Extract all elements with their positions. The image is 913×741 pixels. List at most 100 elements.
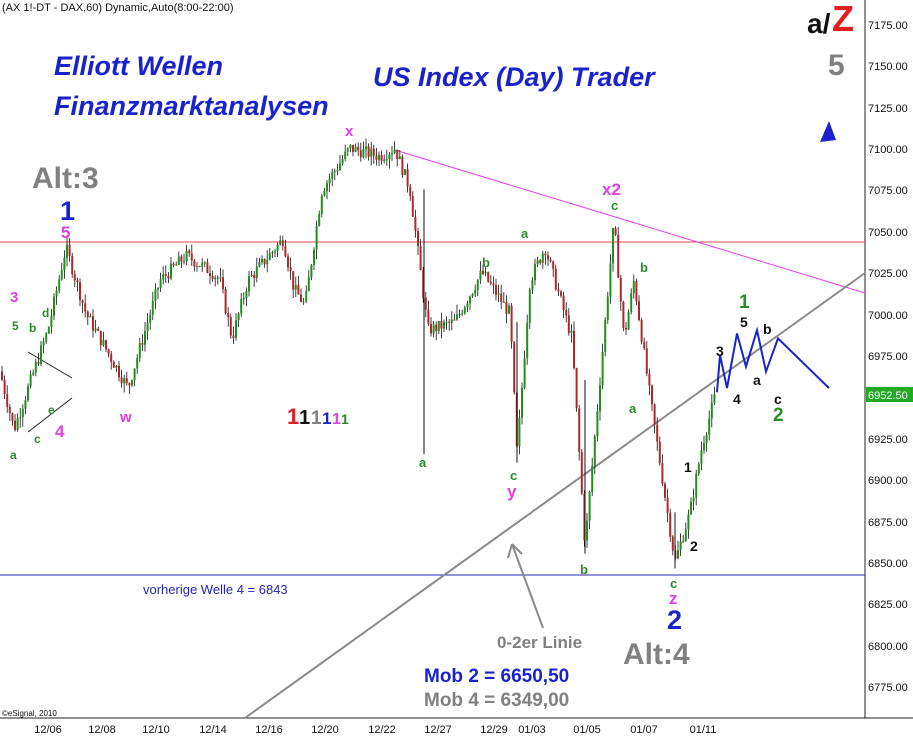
downtrend-line [394,149,866,294]
candle-body [310,265,313,278]
candle-body [547,255,549,260]
wave-3-magenta: 3 [10,289,18,306]
price-tag [866,387,913,402]
wave-2-blue: 2 [667,605,682,635]
candle-body [487,272,490,282]
candle-body [8,406,11,414]
wave-4-magenta: 4 [55,422,65,441]
candle-body [131,380,133,386]
candle-body [404,169,406,175]
candle-body [580,451,583,494]
line-02-label: 0-2er Linie [497,633,582,652]
candle-body [341,159,344,164]
candle-body [362,149,365,158]
x-tick-label: 12/08 [88,724,116,736]
wave-a-green-left: a [10,448,17,462]
copyright: ©eSignal, 2010 [2,709,57,718]
triangle-pattern [27,351,73,433]
candle-body [336,169,339,172]
candle-body [627,311,630,330]
candle-body [705,434,708,444]
candle-body [497,293,500,295]
candle-body [331,172,334,179]
candle-body [422,270,425,298]
candle-body [450,319,453,323]
candle-body [190,253,193,261]
candle-body [518,417,521,447]
candle-body [1,371,3,380]
y-tick-label: 6975.00 [868,351,908,363]
candle-body [144,330,146,345]
candle-body [167,275,170,279]
wave-c-green-bottom: c [670,576,677,591]
candle-body [37,362,40,364]
candle-body [396,149,399,160]
candle-body [326,183,328,192]
price-tag-label: 6952.50 [868,390,908,402]
y-tick-label: 7175.00 [868,20,908,32]
candle-body [313,249,315,266]
candle-body [508,305,510,314]
candle-body [583,493,586,541]
candle-body [424,297,427,310]
candle-body [193,260,196,267]
degree-one-red: 1 [287,404,299,429]
y-tick-label: 6825.00 [868,599,908,611]
candle-body [419,246,422,271]
candle-body [565,310,568,316]
candle-body [456,314,458,320]
candle-body [385,159,388,161]
y-tick-label: 7150.00 [868,61,908,73]
candle-body [560,291,562,296]
candle-body [484,272,487,274]
candle-body [107,349,110,354]
candle-body [346,148,349,152]
wave-5-grey: 5 [828,49,845,82]
candle-body [588,492,591,521]
candle-body [42,341,45,346]
y-tick-label: 6775.00 [868,682,908,694]
candle-body [617,234,620,278]
wave-a-green-right: a [629,401,637,416]
candle-body [666,497,669,513]
alt3-label: Alt:3 [32,162,99,195]
candle-body [125,378,128,384]
candle-body [214,277,217,280]
degree-one-grey: 1 [311,408,322,429]
candle-body [27,386,29,401]
candle-body [536,260,539,265]
candle-body [635,281,638,302]
candle-body [612,228,614,264]
wave-z-magenta: z [669,589,678,608]
wave-3-black: 3 [716,343,724,359]
candle-body [601,351,604,386]
candle-body [99,330,102,346]
candle-body [84,303,87,312]
wave-4-black: 4 [733,391,741,407]
candle-body [554,268,557,290]
candle-body [128,383,131,386]
candle-body [185,250,188,262]
x-tick-label: 12/29 [480,724,508,736]
wave-a-green-top: a [521,226,529,241]
candle-body [510,305,513,342]
candle-body [154,289,157,301]
candle-body [700,450,703,465]
projection-path [716,326,830,393]
candle-body [586,520,588,541]
candle-body [53,296,55,316]
candle-body [177,256,180,265]
wave-b-green-right: b [640,260,648,275]
candle-body [198,266,201,268]
prev-wave4-label: vorherige Welle 4 = 6843 [143,582,288,597]
candle-body [81,300,84,304]
degree-one-magenta: 1 [332,411,341,428]
candle-body [476,279,479,291]
candle-body [367,146,370,157]
candle-body [625,328,627,330]
candle-body [495,285,497,295]
wave-1-blue: 1 [60,196,75,226]
candle-body [274,251,276,253]
candle-body [679,541,682,551]
candle-body [549,259,552,262]
